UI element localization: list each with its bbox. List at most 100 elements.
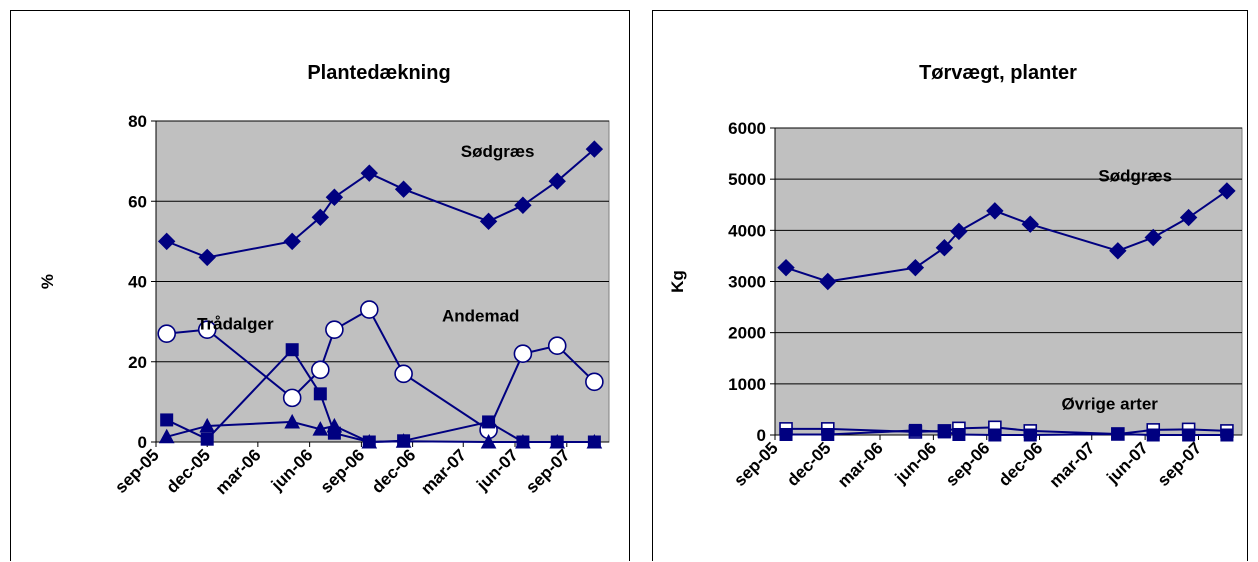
data-point (935, 239, 954, 257)
data-point (359, 300, 379, 319)
x-tick-label: dec-05 (163, 445, 215, 497)
data-point (937, 425, 951, 439)
y-tick-label: 4000 (728, 221, 766, 240)
data-point (515, 433, 531, 449)
y-tick-label: 0 (138, 433, 147, 452)
x-tick-label: sep-06 (942, 438, 994, 490)
chart-plantedaekning: Plantedækning 0 20 40 60 80% sep-05 dec-05mar-0… (38, 62, 610, 498)
data-point (394, 180, 413, 198)
data-point (197, 320, 217, 339)
y-axis-label: % (38, 274, 57, 289)
chart-panel-right: Tørvægt, planter 0 1000 2000 3000 4000 5000 600… (652, 10, 1248, 561)
y-tick-label: 40 (128, 273, 147, 292)
x-tick-label: dec-06 (995, 438, 1047, 490)
data-point (513, 344, 533, 364)
data-point (1220, 428, 1234, 442)
y-tick-label: 5000 (728, 170, 766, 189)
chart-torvaegt: Tørvægt, planter 0 1000 2000 3000 4000 5000 600… (668, 62, 1243, 491)
x-tick-label: jun-06 (267, 445, 317, 495)
data-point (1182, 428, 1196, 442)
data-point (585, 372, 604, 392)
x-tick-label: mar-06 (212, 445, 265, 498)
x-tick-label: mar-07 (1046, 438, 1099, 491)
x-tick-label: dec-06 (368, 445, 420, 497)
data-point (1021, 215, 1039, 233)
y-axis-label: Kg (668, 270, 687, 293)
x-tick-label: sep-07 (1154, 438, 1206, 490)
data-point (311, 208, 330, 227)
y-tick-label: 20 (128, 353, 147, 372)
data-point (312, 421, 329, 436)
data-point (283, 232, 301, 251)
x-tick-label: dec-05 (783, 438, 835, 490)
data-point (819, 272, 837, 291)
data-point (200, 432, 214, 446)
data-point (1218, 182, 1236, 200)
series-annotation: Sødgræs (1098, 167, 1172, 186)
x-tick-label: sep-05 (730, 438, 782, 490)
y-tick-label: 2000 (728, 324, 766, 343)
series-annotation: Sødgræs (461, 142, 535, 161)
series-sødgræs (777, 182, 1236, 291)
x-tick-label: sep-07 (522, 445, 574, 497)
x-tick-label: jun-07 (472, 445, 522, 495)
data-point (360, 164, 378, 182)
data-point (779, 427, 793, 441)
data-point (480, 433, 497, 449)
data-point (1146, 428, 1160, 442)
data-point (282, 388, 302, 408)
data-point (482, 415, 496, 429)
y-tick-label: 60 (128, 192, 147, 211)
data-point (777, 258, 795, 277)
data-point (198, 248, 216, 267)
chart-panel-left: Plantedækning 0 20 40 60 80% sep-05 dec-05 mar-0… (10, 10, 630, 561)
series-unnamed-2 (779, 423, 1234, 442)
series-annotation: Øvrige arter (1062, 394, 1159, 413)
series-andemad (157, 300, 604, 440)
data-point (326, 417, 343, 433)
data-point (950, 222, 968, 241)
y-tick-label: 80 (128, 112, 147, 131)
data-point (821, 427, 835, 441)
series-unnamed-3 (158, 413, 603, 449)
data-point (158, 428, 175, 444)
data-point (952, 427, 966, 441)
x-tick-label: sep-05 (111, 445, 163, 497)
chart-title: Plantedækning (307, 62, 450, 84)
data-point (199, 417, 216, 433)
data-point (160, 413, 174, 427)
data-point (285, 343, 299, 357)
chart-title: Tørvægt, planter (919, 62, 1077, 84)
data-point (284, 413, 301, 429)
data-point (988, 428, 1002, 442)
data-point (313, 387, 327, 401)
y-tick-label: 6000 (728, 119, 766, 138)
y-tick-label: 1000 (728, 375, 766, 394)
data-point (547, 336, 567, 356)
series-annotation: Trådalger (197, 315, 274, 334)
data-point (586, 433, 603, 449)
data-point (549, 433, 566, 449)
data-point (906, 258, 925, 277)
y-tick-label: 0 (757, 426, 766, 445)
data-point (395, 433, 412, 448)
data-point (585, 140, 604, 158)
data-point (1109, 242, 1127, 260)
series-sødgræs (157, 140, 604, 267)
data-point (548, 172, 566, 190)
data-point (1144, 228, 1162, 247)
data-point (157, 324, 176, 343)
data-point (986, 202, 1004, 220)
data-point (514, 196, 532, 214)
data-point (479, 212, 498, 231)
data-point (1111, 427, 1125, 441)
data-point (1023, 428, 1037, 442)
series-annotation: Andemad (442, 307, 519, 326)
data-point (325, 320, 344, 339)
x-tick-label: sep-06 (317, 445, 369, 497)
x-tick-label: mar-06 (834, 438, 887, 491)
data-point (394, 364, 413, 384)
data-point (311, 360, 330, 380)
data-point (361, 433, 378, 449)
y-tick-label: 3000 (728, 273, 766, 292)
